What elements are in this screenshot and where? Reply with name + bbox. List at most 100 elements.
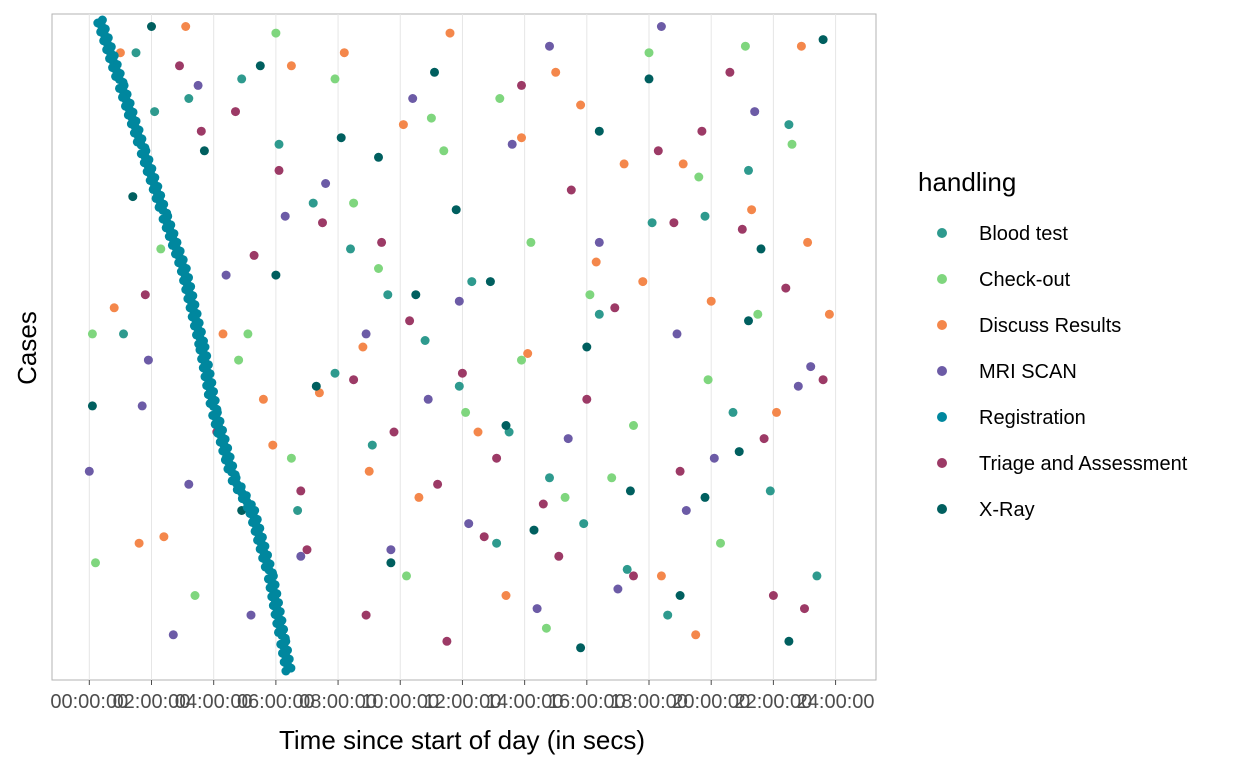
data-point [566,185,576,195]
data-point [361,610,371,620]
data-point [430,67,439,77]
data-point [473,427,483,437]
data-point [87,401,97,411]
data-point [318,218,327,228]
data-point [420,336,430,345]
x-tick-label: 04:00:00 [175,691,253,713]
series-registration [93,15,296,676]
series-check-out [87,28,797,633]
data-point [302,545,312,555]
data-point [364,466,374,476]
data-point [439,146,449,156]
data-point [560,492,570,502]
data-point [442,636,452,646]
series-mri-scan [84,22,816,640]
data-point [678,159,688,169]
data-point [358,342,368,352]
data-point [168,630,178,640]
data-point [507,139,517,149]
data-point [454,296,464,306]
legend-label: Registration [979,407,1086,429]
data-point [426,113,436,123]
data-point [501,591,511,600]
data-point [339,48,349,58]
data-point [181,22,191,31]
x-tick-label: 16:00:00 [548,691,626,713]
x-tick-label: 12:00:00 [424,691,502,713]
data-point [411,290,421,300]
legend-marker [937,320,947,330]
data-point [538,499,548,509]
data-point [594,126,604,136]
x-tick-label: 08:00:00 [299,691,377,713]
data-point [784,636,794,646]
data-point [697,126,707,136]
data-point [398,120,408,130]
data-point [246,610,256,620]
data-point [274,139,284,149]
data-point [336,133,346,143]
data-point [691,630,701,640]
data-point [243,329,253,339]
data-point [349,375,359,385]
data-point [237,74,247,84]
data-point [184,94,194,103]
data-point [137,401,147,411]
data-point [374,264,383,273]
data-point [367,440,377,450]
data-point [576,643,586,653]
data-point [150,107,160,117]
data-point [700,492,710,502]
data-point [433,479,443,489]
data-point [629,421,638,430]
series-triage-and-assessment [140,61,828,646]
data-point [818,35,828,45]
data-point [681,506,691,515]
data-point [737,224,747,234]
data-point [594,237,604,247]
data-point [554,551,564,561]
data-point [803,237,813,247]
data-point [383,290,393,300]
x-tick-label: 10:00:00 [361,691,439,713]
data-point [700,211,710,221]
data-point [703,375,713,385]
data-point [529,525,539,535]
legend-marker [937,228,947,238]
data-point [759,434,769,444]
data-point [532,604,542,614]
data-point [582,394,592,404]
x-tick-label: 20:00:00 [672,691,750,713]
data-point [753,309,763,319]
x-tick-label: 00:00:00 [50,691,128,713]
data-point [408,94,418,103]
data-point [374,152,383,162]
data-point [457,368,467,378]
data-point [638,277,648,287]
data-point [796,41,806,51]
series-discuss-results [109,22,834,640]
data-point [128,192,138,202]
legend-marker [937,504,947,514]
data-point [234,355,244,365]
data-point [582,342,592,352]
data-point [218,329,228,339]
data-point [781,283,791,293]
data-point [644,74,654,84]
data-point [694,172,704,182]
data-point [747,205,757,215]
data-point [750,107,760,117]
data-point [728,407,738,417]
data-point [131,48,141,58]
data-point [607,473,617,483]
data-point [672,329,682,339]
data-point [523,349,533,358]
data-point [517,133,526,143]
data-point [258,394,268,404]
data-point [734,447,744,457]
data-point [551,67,561,77]
data-point [346,244,355,254]
data-point [286,453,296,463]
data-point [740,41,750,51]
